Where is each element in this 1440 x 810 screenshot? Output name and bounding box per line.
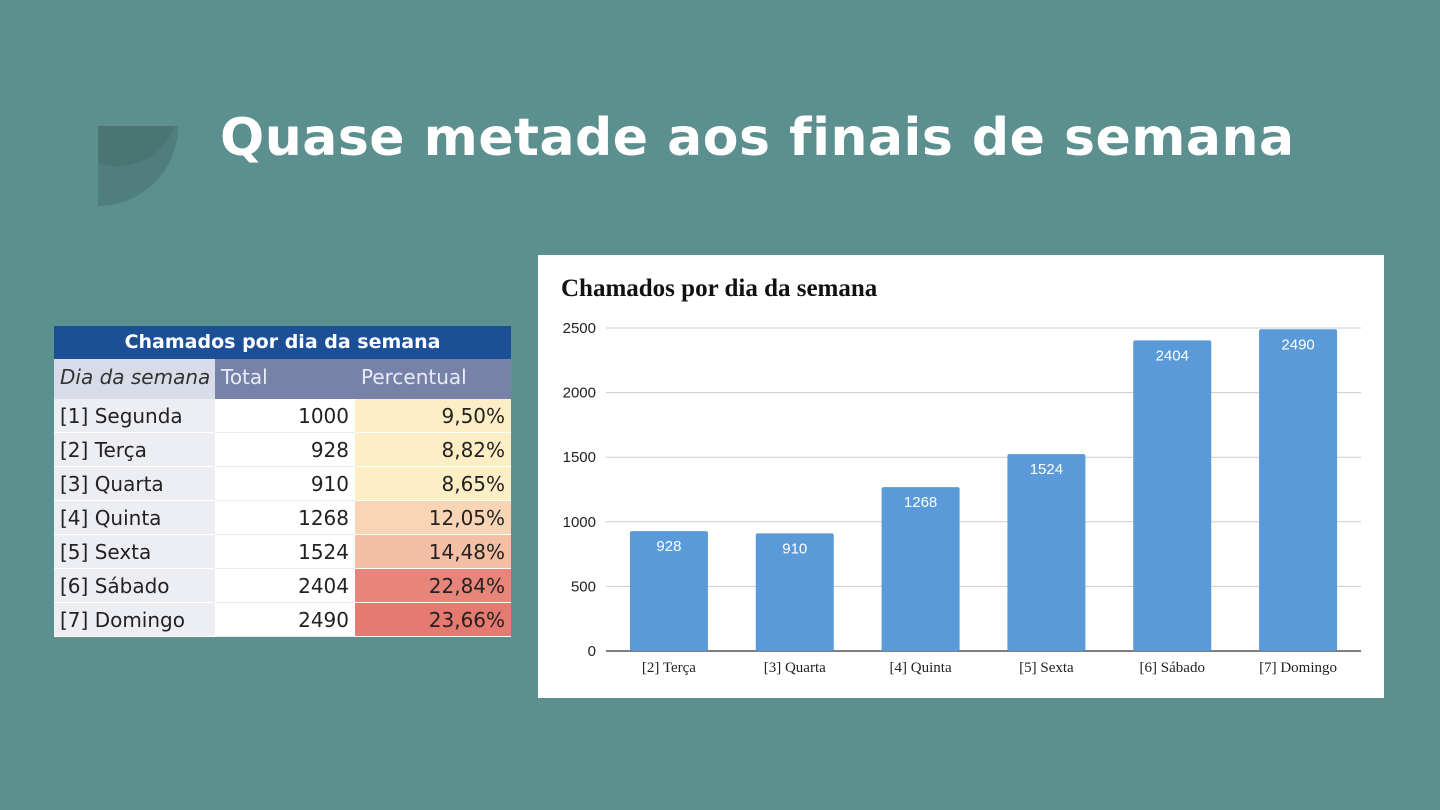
weekday-table: Chamados por dia da semana Dia da semana… <box>54 326 512 637</box>
x-tick-label: [6] Sábado <box>1140 660 1205 676</box>
decorative-quarter-circle <box>98 126 178 206</box>
x-tick-label: [4] Quinta <box>890 660 952 676</box>
bar-value-label: 1524 <box>1030 461 1063 478</box>
chart-card: 0 500 1000 1500 2000 2500 928 [2] Terça 910 [3] Q… <box>538 255 1384 698</box>
header-total: Total <box>215 359 355 394</box>
bar <box>1007 454 1086 651</box>
table-row: [7] Domingo 2490 23,66% <box>54 602 512 637</box>
chart-title: Chamados por dia da semana <box>561 275 878 302</box>
table-row: [2] Terça 928 8,82% <box>54 432 512 467</box>
cell-total: 2404 <box>215 568 355 603</box>
cell-day: [6] Sábado <box>54 568 215 603</box>
cell-day: [2] Terça <box>54 432 215 467</box>
cell-total: 910 <box>215 466 355 501</box>
cell-percent: 14,48% <box>355 534 512 569</box>
cell-total: 1268 <box>215 500 355 535</box>
cell-total: 928 <box>215 432 355 467</box>
table-row: [6] Sábado 2404 22,84% <box>54 568 512 603</box>
y-tick-label: 0 <box>588 643 596 660</box>
x-tick-label: [5] Sexta <box>1019 660 1074 676</box>
cell-percent: 12,05% <box>355 500 512 535</box>
bar <box>755 533 834 651</box>
cell-percent: 22,84% <box>355 568 512 603</box>
cell-day: [1] Segunda <box>54 399 215 433</box>
table-row: [4] Quinta 1268 12,05% <box>54 500 512 535</box>
y-tick-label: 1000 <box>563 514 596 531</box>
header-day: Dia da semana <box>54 359 215 394</box>
x-tick-label: [3] Quarta <box>764 660 826 676</box>
header-percent: Percentual <box>355 359 512 394</box>
cell-percent: 23,66% <box>355 602 512 637</box>
table-row: [5] Sexta 1524 14,48% <box>54 534 512 569</box>
y-tick-label: 2500 <box>563 320 596 337</box>
bar <box>1259 329 1338 651</box>
slide-title: Quase metade aos finais de semana <box>220 108 1295 168</box>
bar-chart: 0 500 1000 1500 2000 2500 928 [2] Terça 910 [3] Q… <box>563 320 1361 676</box>
y-tick-label: 500 <box>571 578 596 595</box>
y-tick-label: 2000 <box>563 385 596 402</box>
cell-percent: 8,82% <box>355 432 512 467</box>
cell-percent: 9,50% <box>355 399 512 433</box>
cell-total: 2490 <box>215 602 355 637</box>
cell-day: [5] Sexta <box>54 534 215 569</box>
x-tick-label: [7] Domingo <box>1259 660 1337 676</box>
bar <box>881 487 960 651</box>
cell-total: 1000 <box>215 399 355 433</box>
bar-value-label: 2404 <box>1156 347 1189 364</box>
bar <box>1133 340 1212 651</box>
table-row: [1] Segunda 1000 9,50% <box>54 399 512 433</box>
bar-value-label: 2490 <box>1281 336 1314 353</box>
x-tick-label: [2] Terça <box>642 660 696 676</box>
bar-value-label: 928 <box>656 538 681 555</box>
table-caption: Chamados por dia da semana <box>54 326 512 359</box>
table-row: [3] Quarta 910 8,65% <box>54 466 512 501</box>
cell-day: [3] Quarta <box>54 466 215 501</box>
bar <box>629 531 708 651</box>
cell-percent: 8,65% <box>355 466 512 501</box>
bar-value-label: 1268 <box>904 494 937 511</box>
cell-total: 1524 <box>215 534 355 569</box>
y-tick-label: 1500 <box>563 449 596 466</box>
cell-day: [4] Quinta <box>54 500 215 535</box>
cell-day: [7] Domingo <box>54 602 215 637</box>
bar-value-label: 910 <box>782 540 807 557</box>
